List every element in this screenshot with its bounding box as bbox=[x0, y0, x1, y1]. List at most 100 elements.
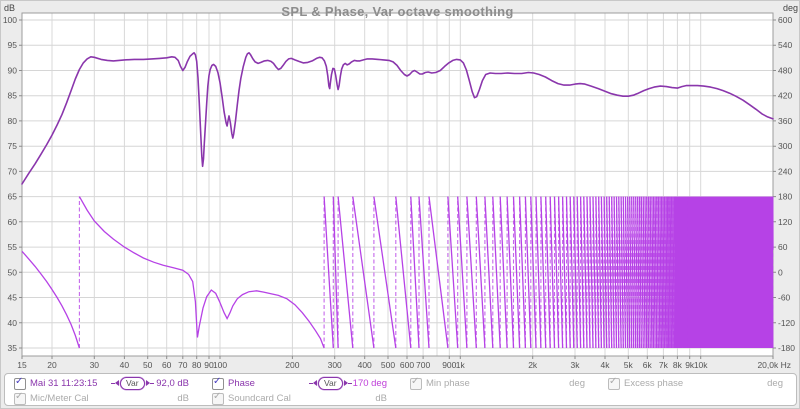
freq-tick-label: 5k bbox=[624, 360, 634, 370]
freq-tick-label: 20 bbox=[47, 360, 57, 370]
freq-tick-label: 6k bbox=[643, 360, 653, 370]
measurement-value: 92,0 dB bbox=[156, 378, 189, 389]
spl-trace bbox=[21, 52, 774, 185]
excess-phase-label: Excess phase bbox=[624, 378, 684, 389]
freq-tick-label: 15 bbox=[17, 360, 27, 370]
stepper-line-left bbox=[111, 382, 115, 384]
freq-tick-label: 3k bbox=[571, 360, 581, 370]
freq-tick-label: 70 bbox=[178, 360, 188, 370]
phase-trace bbox=[21, 196, 774, 349]
min-phase-value: deg bbox=[569, 378, 585, 389]
checkmark-icon: ✓ bbox=[213, 376, 222, 387]
mic-meter-cal-label: Mic/Meter Cal bbox=[30, 393, 89, 404]
checkmark-icon: ✓ bbox=[15, 376, 24, 387]
freq-tick-label: 30 bbox=[90, 360, 100, 370]
legend-row-1: ✓ Mai 31 11:23:15 Var 92,0 dB ✓ Phase Var 170 d… bbox=[5, 376, 796, 391]
deg-tick-label: 60 bbox=[778, 242, 788, 252]
deg-tick-label: -60 bbox=[778, 293, 791, 303]
deg-tick-label: 600 bbox=[778, 15, 792, 25]
min-phase-label: Min phase bbox=[426, 378, 470, 389]
db-tick-label: 100 bbox=[3, 15, 17, 25]
legend-item-mic-meter-cal: ✓ Mic/Meter Cal dB bbox=[11, 391, 209, 406]
mic-meter-cal-checkbox[interactable]: ✓ bbox=[14, 391, 26, 405]
stepper-line-right bbox=[149, 382, 154, 384]
db-tick-label: 85 bbox=[8, 91, 18, 101]
phase-label: Phase bbox=[228, 378, 255, 389]
stepper-right-arrow-icon[interactable] bbox=[145, 380, 150, 386]
checkmark-icon: ✓ bbox=[213, 391, 222, 402]
measurement-checkbox[interactable]: ✓ bbox=[14, 376, 26, 390]
deg-tick-label: -180 bbox=[778, 343, 795, 353]
db-tick-label: 40 bbox=[8, 318, 18, 328]
freq-tick-label: 2k bbox=[528, 360, 538, 370]
measurement-smoothing-stepper[interactable]: Var bbox=[111, 376, 154, 390]
chart-canvas[interactable]: 35 40 45 50 55 60 65 70 75 80 85 90 95 100 -180 -120 -60… bbox=[1, 1, 800, 372]
legend-item-soundcard-cal: ✓ Soundcard Cal dB bbox=[209, 391, 407, 406]
soundcard-cal-value: dB bbox=[375, 393, 387, 404]
freq-tick-label: 500 bbox=[381, 360, 395, 370]
deg-tick-label: 300 bbox=[778, 141, 792, 151]
freq-tick-label: 900 bbox=[442, 360, 456, 370]
freq-tick-label: 20,0k Hz bbox=[757, 360, 791, 370]
stepper-line-right bbox=[347, 382, 352, 384]
db-tick-label: 50 bbox=[8, 267, 18, 277]
freq-tick-label: 90 bbox=[204, 360, 214, 370]
right-axis-unit-label: deg bbox=[783, 3, 799, 13]
soundcard-cal-checkbox[interactable]: ✓ bbox=[212, 391, 224, 405]
legend-row-2: ✓ Mic/Meter Cal dB ✓ Soundcard Cal dB bbox=[5, 391, 796, 406]
stepper-left-arrow-icon[interactable] bbox=[115, 380, 119, 386]
legend-item-min-phase: ✓ Min phase deg bbox=[407, 376, 605, 391]
left-axis-unit-label: dB bbox=[4, 3, 16, 13]
soundcard-cal-label: Soundcard Cal bbox=[228, 393, 291, 404]
freq-tick-label: 1k bbox=[456, 360, 466, 370]
freq-tick-label: 40 bbox=[120, 360, 130, 370]
freq-tick-label: 600 bbox=[400, 360, 414, 370]
freq-tick-label: 7k bbox=[659, 360, 669, 370]
mic-meter-cal-value: dB bbox=[177, 393, 189, 404]
stepper-line-left bbox=[309, 382, 313, 384]
legend-panel: ✓ Mai 31 11:23:15 Var 92,0 dB ✓ Phase Var 170 d… bbox=[4, 373, 797, 406]
stepper-left-arrow-icon[interactable] bbox=[313, 380, 317, 386]
axis-ticks bbox=[19, 19, 776, 359]
freq-tick-label: 50 bbox=[143, 360, 153, 370]
freq-tick-label: 8k bbox=[673, 360, 683, 370]
deg-tick-label: 240 bbox=[778, 166, 792, 176]
legend-item-phase: ✓ Phase Var 170 deg bbox=[209, 376, 407, 391]
phase-smoothing-stepper[interactable]: Var bbox=[309, 376, 352, 390]
freq-tick-label: 700 bbox=[416, 360, 430, 370]
legend-item-measurement: ✓ Mai 31 11:23:15 Var 92,0 dB bbox=[11, 376, 209, 391]
deg-tick-label: 420 bbox=[778, 91, 792, 101]
phase-checkbox[interactable]: ✓ bbox=[212, 376, 224, 390]
freq-tick-label: 200 bbox=[285, 360, 299, 370]
db-tick-label: 45 bbox=[8, 293, 18, 303]
deg-tick-label: 0 bbox=[778, 267, 783, 277]
db-tick-label: 70 bbox=[8, 166, 18, 176]
db-tick-label: 35 bbox=[8, 343, 18, 353]
excess-phase-value: deg bbox=[767, 378, 783, 389]
min-phase-checkbox[interactable]: ✓ bbox=[410, 376, 422, 390]
checkmark-icon: ✓ bbox=[15, 391, 24, 402]
stepper-right-arrow-icon[interactable] bbox=[343, 380, 348, 386]
measurement-smoothing-value: Var bbox=[120, 376, 145, 390]
measurement-label: Mai 31 11:23:15 bbox=[30, 378, 98, 389]
freq-tick-label: 10k bbox=[694, 360, 708, 370]
deg-tick-label: 480 bbox=[778, 66, 792, 76]
freq-tick-label: 60 bbox=[162, 360, 172, 370]
phase-value: 170 deg bbox=[352, 378, 387, 389]
db-tick-label: 75 bbox=[8, 141, 18, 151]
freq-tick-label: 400 bbox=[358, 360, 372, 370]
freq-tick-label: 300 bbox=[328, 360, 342, 370]
excess-phase-checkbox[interactable]: ✓ bbox=[608, 376, 620, 390]
db-tick-label: 90 bbox=[8, 66, 18, 76]
grid-horizontal bbox=[22, 19, 773, 349]
db-tick-label: 65 bbox=[8, 192, 18, 202]
freq-tick-label: 80 bbox=[192, 360, 202, 370]
db-tick-label: 60 bbox=[8, 217, 18, 227]
freq-tick-label: 4k bbox=[601, 360, 611, 370]
spl-phase-chart[interactable]: 35 40 45 50 55 60 65 70 75 80 85 90 95 100 -180 -120 -60… bbox=[1, 1, 800, 372]
deg-tick-label: 180 bbox=[778, 192, 792, 202]
deg-tick-label: -120 bbox=[778, 318, 795, 328]
legend-item-excess-phase: ✓ Excess phase deg bbox=[605, 376, 799, 391]
db-tick-label: 95 bbox=[8, 40, 18, 50]
checkmark-icon: ✓ bbox=[609, 376, 618, 387]
